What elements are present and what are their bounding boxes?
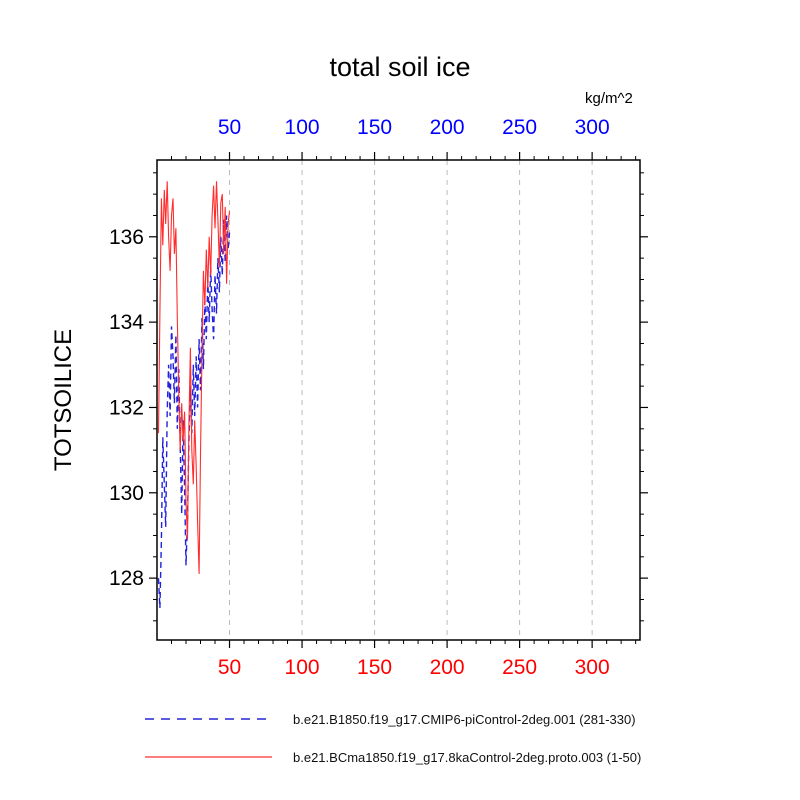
x-tick-label-bottom: 100	[285, 656, 320, 679]
x-tick-label-top: 150	[357, 116, 392, 139]
units-label: kg/m^2	[585, 90, 633, 107]
y-tick-label: 136	[109, 226, 144, 249]
chart-title: total soil ice	[329, 52, 471, 82]
x-tick-label-top: 50	[218, 116, 241, 139]
series-line-dashed	[157, 215, 231, 609]
x-tick-label-bottom: 300	[575, 656, 610, 679]
y-axis-label: TOTSOILICE	[50, 328, 77, 472]
y-tick-label: 134	[109, 311, 144, 334]
x-tick-label-top: 100	[285, 116, 320, 139]
x-tick-label-bottom: 50	[218, 656, 241, 679]
x-tick-label-top: 300	[575, 116, 610, 139]
x-tick-label-top: 200	[430, 116, 465, 139]
x-tick-label-bottom: 150	[357, 656, 392, 679]
x-tick-label-bottom: 250	[502, 656, 537, 679]
legend-label-8kacontrol: b.e21.BCma1850.f19_g17.8kaControl-2deg.p…	[293, 750, 642, 765]
legend-label-picontrol: b.e21.B1850.f19_g17.CMIP6-piControl-2deg…	[293, 712, 636, 727]
x-tick-label-bottom: 200	[430, 656, 465, 679]
x-tick-label-top: 250	[502, 116, 537, 139]
y-tick-label: 132	[109, 396, 144, 419]
y-tick-label: 130	[109, 482, 144, 505]
series-line-solid	[157, 181, 231, 574]
plot-frame	[156, 159, 641, 641]
y-tick-label: 128	[109, 567, 144, 590]
